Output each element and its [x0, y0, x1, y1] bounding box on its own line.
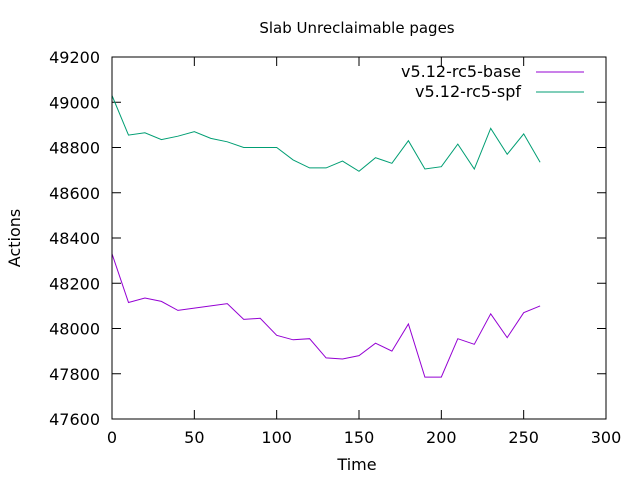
axis-ticks: 47600 47800 48000 48200 48400 48600 48800 49000…: [49, 48, 621, 447]
series-line-v5.12-rc5-base: [111, 253, 541, 378]
series-lines: [111, 95, 541, 378]
y-axis-label-group: Actions: [5, 209, 24, 267]
legend-label: v5.12-rc5-base: [401, 62, 521, 81]
y-tick-label: 47800: [49, 365, 100, 384]
x-tick-label: 0: [107, 428, 117, 447]
y-tick-label: 49000: [49, 93, 100, 112]
y-tick-label: 48200: [49, 274, 100, 293]
y-tick-label: 47600: [49, 410, 100, 429]
x-axis-label-group: Time: [336, 455, 376, 474]
x-axis-label: Time: [336, 455, 376, 474]
legend-label: v5.12-rc5-spf: [415, 82, 521, 101]
y-tick-label: 48000: [49, 320, 100, 339]
y-tick-label: 49200: [49, 48, 100, 67]
plot-frame: [111, 56, 607, 420]
y-axis-label: Actions: [5, 209, 24, 267]
y-tick-label: 48400: [49, 229, 100, 248]
x-tick-label: 150: [344, 428, 375, 447]
x-tick-label: 300: [591, 428, 622, 447]
x-tick-label: 200: [426, 428, 457, 447]
y-tick-label: 48600: [49, 184, 100, 203]
x-tick-label: 100: [261, 428, 292, 447]
chart-title: Slab Unreclaimable pages: [259, 19, 454, 37]
x-tick-label: 250: [508, 428, 539, 447]
x-tick-label: 50: [184, 428, 204, 447]
series-line-v5.12-rc5-spf: [111, 95, 541, 172]
y-tick-label: 48800: [49, 139, 100, 158]
